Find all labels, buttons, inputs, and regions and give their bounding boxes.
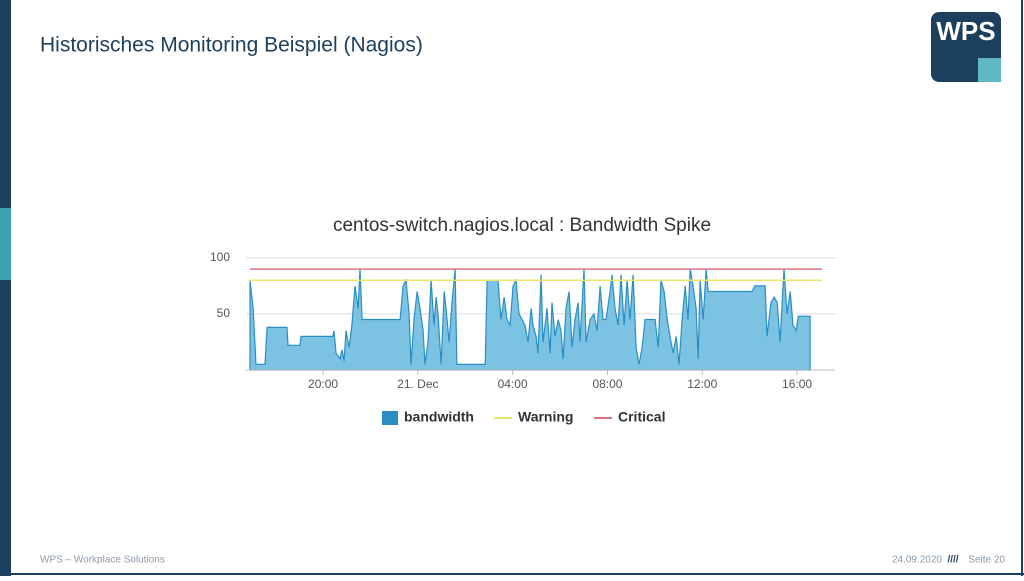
logo-accent [978, 58, 1001, 82]
x-tick-label: 04:00 [498, 377, 528, 391]
legend-label: bandwidth [404, 409, 474, 425]
x-tick-label: 08:00 [592, 377, 622, 391]
legend-label: Warning [518, 409, 573, 425]
footer-separator: //// [947, 555, 958, 566]
x-tick-label: 16:00 [782, 377, 812, 391]
x-tick-label: 21. Dec [397, 377, 438, 391]
footer-left: WPS – Workplace Solutions [40, 555, 165, 566]
footer-date: 24.09.2020 [892, 555, 942, 566]
x-tick-label: 12:00 [687, 377, 717, 391]
y-tick-label: 100 [210, 250, 230, 264]
slide-title: Historisches Monitoring Beispiel (Nagios… [40, 34, 423, 57]
y-tick-label: 50 [217, 306, 231, 320]
chart-title: centos-switch.nagios.local : Bandwidth S… [333, 215, 711, 236]
footer-page: Seite 20 [968, 555, 1005, 566]
side-accent [0, 208, 11, 280]
x-tick-label: 20:00 [308, 377, 338, 391]
legend-label: Critical [618, 409, 665, 425]
legend-swatch [382, 411, 398, 425]
area [249, 269, 811, 371]
logo-text: WPS [936, 16, 995, 46]
side-bar [0, 0, 11, 576]
